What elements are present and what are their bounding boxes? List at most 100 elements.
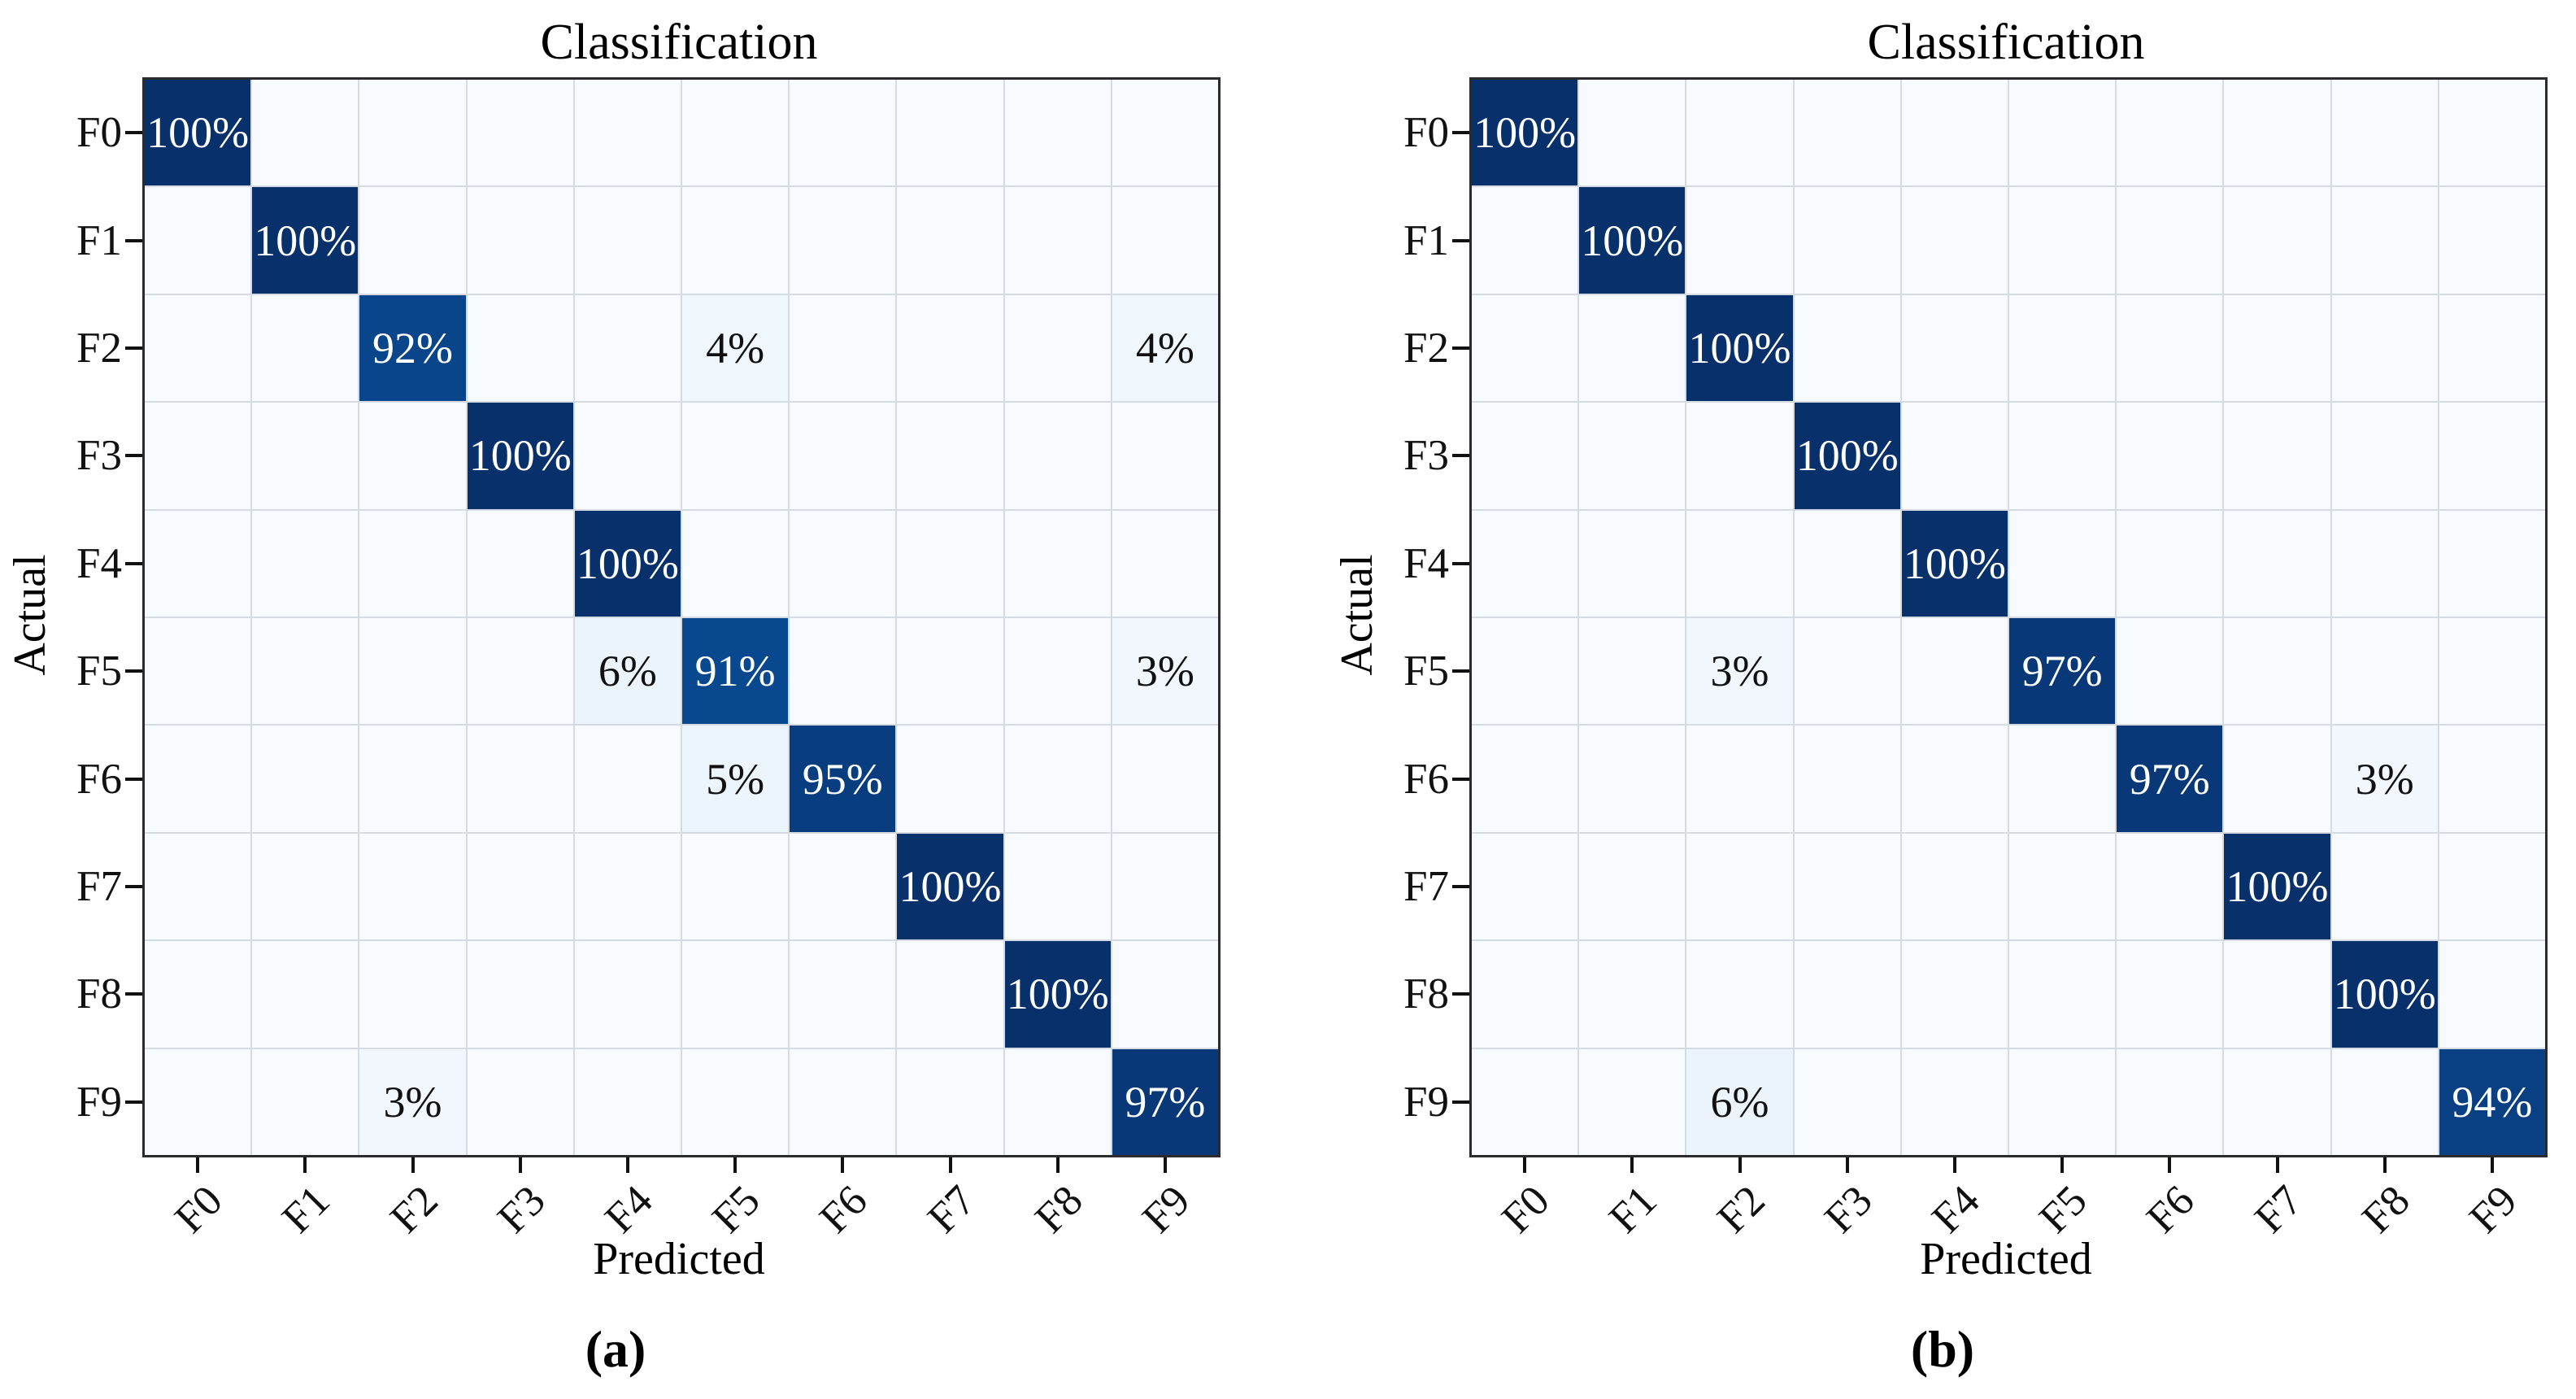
heatmap-cell-r8-c9	[1112, 941, 1218, 1048]
heatmap-cell-r0-c1	[1579, 80, 1686, 186]
heatmap-cell-r7-c3	[1794, 833, 1900, 940]
heatmap-cell-r2-c0	[145, 294, 251, 402]
heatmap-grid-b: 100% 100% 100% 100% 100% 3% 97% 97% 3% 100% 100% 6%…	[1469, 77, 2548, 1157]
heatmap-cell-r4-c9	[2439, 510, 2545, 617]
heatmap-cell-r3-c9	[2439, 403, 2545, 509]
heatmap-cell-r4-c5	[681, 510, 789, 617]
heatmap-cell-r8-c7	[2224, 941, 2330, 1048]
heatmap-cell-r1-c2	[359, 187, 466, 294]
heatmap-cell-r6-c7	[2224, 726, 2330, 832]
heatmap-cell-r3-c0	[1472, 403, 1578, 509]
heatmap-cell-r9-c8	[2331, 1048, 2438, 1155]
heatmap-cell-r2-c3	[1794, 294, 1900, 402]
heatmap-cell-r2-c4	[574, 294, 681, 402]
heatmap-cell-r3-c1	[252, 403, 359, 509]
x-tick	[1055, 1157, 1060, 1173]
heatmap-cell-r2-c2: 100%	[1686, 294, 1793, 402]
x-tick	[1845, 1157, 1849, 1173]
x-tick	[2168, 1157, 2172, 1173]
heatmap-cell-r7-c6	[2117, 833, 2223, 940]
heatmap-cell-r6-c2	[359, 726, 466, 832]
heatmap-cell-r5-c7	[2224, 617, 2330, 725]
heatmap-cell-r3-c2	[1686, 403, 1793, 509]
heatmap-cell-r0-c8	[1004, 80, 1111, 186]
x-tick	[2490, 1157, 2494, 1173]
heatmap-cell-r9-c0	[1472, 1048, 1578, 1155]
heatmap-cell-r2-c8	[1004, 294, 1111, 402]
heatmap-cell-r9-c7	[897, 1048, 1003, 1155]
heatmap-cell-r7-c7: 100%	[2224, 833, 2330, 940]
heatmap-cell-r7-c0	[145, 833, 251, 940]
heatmap-cell-r4-c1	[252, 510, 359, 617]
heatmap-cell-r6-c3	[467, 726, 573, 832]
y-tick	[125, 131, 142, 135]
heatmap-cell-r8-c3	[467, 941, 573, 1048]
heatmap-cell-r1-c4	[574, 187, 681, 294]
heatmap-cell-r4-c3	[467, 510, 573, 617]
y-tick-label: F9	[1403, 1078, 1449, 1126]
y-tick	[125, 238, 142, 242]
heatmap-cell-r5-c4	[1901, 617, 2008, 725]
heatmap-cell-r0-c7	[897, 80, 1003, 186]
y-tick	[1452, 1100, 1469, 1104]
y-tick-label: F7	[76, 863, 122, 910]
y-tick-label: F1	[1403, 216, 1449, 264]
heatmap-cell-r7-c1	[1579, 833, 1686, 940]
heatmap-cell-r3-c5	[681, 403, 789, 509]
x-axis-label-a: Predicted	[593, 1234, 765, 1284]
heatmap-cell-r4-c9	[1112, 510, 1218, 617]
heatmap-cell-r8-c4	[1901, 941, 2008, 1048]
heatmap-cell-r4-c7	[897, 510, 1003, 617]
heatmap-cell-r4-c6	[790, 510, 896, 617]
heatmap-cell-r7-c6	[790, 833, 896, 940]
heatmap-cell-r2-c9: 4%	[1112, 294, 1218, 402]
y-tick-label: F4	[76, 539, 122, 587]
heatmap-cell-r9-c2: 3%	[359, 1048, 466, 1155]
heatmap-cell-r2-c7	[2224, 294, 2330, 402]
heatmap-cell-r3-c7	[897, 403, 1003, 509]
heatmap-cell-r4-c0	[145, 510, 251, 617]
heatmap-cell-r8-c9	[2439, 941, 2545, 1048]
heatmap-cell-r1-c7	[897, 187, 1003, 294]
heatmap-cell-r5-c3	[1794, 617, 1900, 725]
x-tick	[948, 1157, 952, 1173]
x-tick	[1163, 1157, 1167, 1173]
heatmap-cell-r2-c3	[467, 294, 573, 402]
heatmap-cell-r5-c9: 3%	[1112, 617, 1218, 725]
y-tick	[1452, 346, 1469, 350]
heatmap-cell-r3-c8	[2331, 403, 2438, 509]
x-tick	[196, 1157, 200, 1173]
heatmap-cell-r7-c5	[2008, 833, 2116, 940]
heatmap-cell-r4-c4: 100%	[1901, 510, 2008, 617]
heatmap-cell-r6-c1	[1579, 726, 1686, 832]
heatmap-cell-r5-c4: 6%	[574, 617, 681, 725]
heatmap-cell-r7-c5	[681, 833, 789, 940]
panel-caption-b: (b)	[1910, 1320, 1975, 1378]
heatmap-cell-r6-c6: 95%	[790, 726, 896, 832]
heatmap-cell-r1-c7	[2224, 187, 2330, 294]
heatmap-cell-r9-c9: 97%	[1112, 1048, 1218, 1155]
heatmap-cell-r8-c5	[681, 941, 789, 1048]
heatmap-cell-r4-c2	[1686, 510, 1793, 617]
heatmap-cell-r8-c0	[145, 941, 251, 1048]
chart-title-b: Classification	[1867, 15, 2145, 70]
heatmap-cell-r3-c4	[1901, 403, 2008, 509]
x-tick	[625, 1157, 629, 1173]
y-tick-label: F3	[1403, 432, 1449, 480]
y-tick	[125, 1100, 142, 1104]
heatmap-cell-r9-c4	[1901, 1048, 2008, 1155]
heatmap-cell-r9-c3	[467, 1048, 573, 1155]
heatmap-cell-r2-c9	[2439, 294, 2545, 402]
heatmap-cell-r4-c8	[1004, 510, 1111, 617]
y-tick-label: F6	[76, 755, 122, 803]
heatmap-cell-r5-c2	[359, 617, 466, 725]
y-tick-label: F7	[1403, 863, 1449, 910]
heatmap-cell-r5-c8	[1004, 617, 1111, 725]
y-tick	[125, 992, 142, 996]
heatmap-cell-r8-c8: 100%	[2331, 941, 2438, 1048]
y-tick	[1452, 992, 1469, 996]
heatmap-cell-r1-c3	[467, 187, 573, 294]
heatmap-cell-r0-c6	[2117, 80, 2223, 186]
heatmap-cell-r3-c2	[359, 403, 466, 509]
heatmap-cell-r0-c0: 100%	[145, 80, 251, 186]
